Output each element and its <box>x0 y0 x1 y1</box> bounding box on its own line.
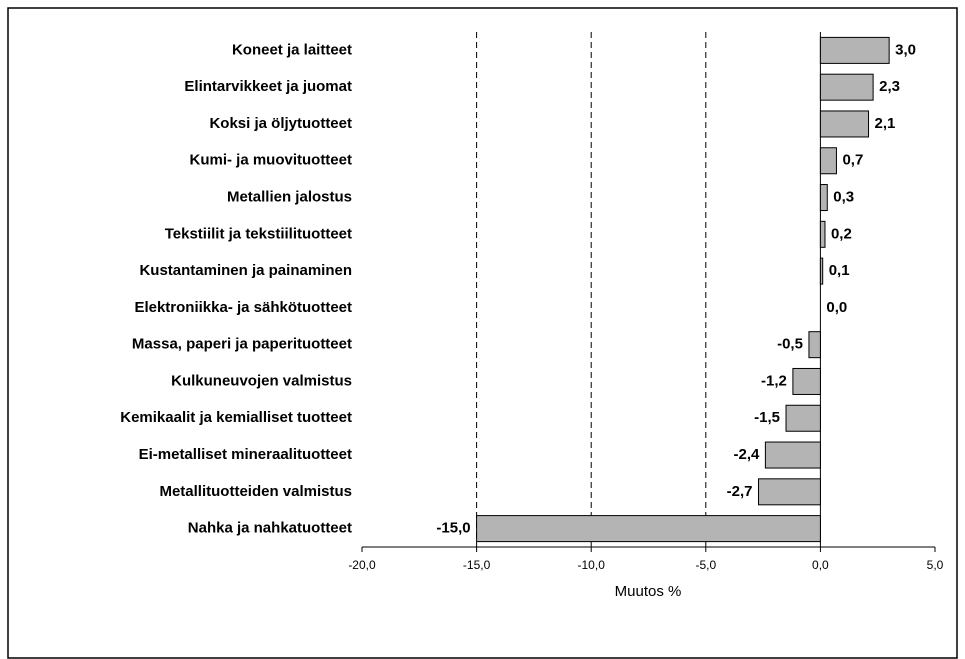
bar <box>819 257 824 285</box>
x-tick-label: 0,0 <box>812 558 829 572</box>
x-tick-label: -20,0 <box>348 558 376 572</box>
value-label: 0,1 <box>829 262 850 279</box>
bar <box>764 441 821 469</box>
x-tick-label: -5,0 <box>695 558 716 572</box>
bar <box>792 367 821 395</box>
category-label: Metallien jalostus <box>227 189 352 206</box>
bar <box>819 36 890 64</box>
category-label: Elintarvikkeet ja juomat <box>184 78 352 95</box>
x-tick-label: 5,0 <box>927 558 944 572</box>
bar <box>819 73 874 101</box>
category-label: Koksi ja öljytuotteet <box>209 115 352 132</box>
bar <box>819 184 828 212</box>
value-label: -15,0 <box>436 520 470 537</box>
category-label: Kulkuneuvojen valmistus <box>171 372 352 389</box>
bar <box>819 220 826 248</box>
x-tick-label: -15,0 <box>463 558 491 572</box>
bar <box>819 110 870 138</box>
category-label: Elektroniikka- ja sähkötuotteet <box>134 299 352 316</box>
bar <box>758 478 821 506</box>
category-label: Kemikaalit ja kemialliset tuotteet <box>120 409 352 426</box>
x-tick-label: -10,0 <box>578 558 606 572</box>
value-label: 3,0 <box>895 41 916 58</box>
category-label: Metallituotteiden valmistus <box>159 483 352 500</box>
category-label: Nahka ja nahkatuotteet <box>188 520 352 537</box>
value-label: 0,2 <box>831 225 852 242</box>
category-label: Kustantaminen ja painaminen <box>139 262 352 279</box>
bar <box>476 515 821 543</box>
value-label: 0,0 <box>826 299 847 316</box>
category-label: Massa, paperi ja paperituotteet <box>132 336 352 353</box>
bar <box>785 404 821 432</box>
value-label: -1,2 <box>761 372 787 389</box>
category-label: Ei-metalliset mineraalituotteet <box>139 446 352 463</box>
value-label: 2,3 <box>879 78 900 95</box>
category-label: Tekstiilit ja tekstiilituotteet <box>165 225 352 242</box>
value-label: -1,5 <box>754 409 780 426</box>
frame <box>7 7 958 659</box>
value-label: 0,7 <box>842 152 863 169</box>
x-axis-title: Muutos % <box>615 583 682 600</box>
value-label: 0,3 <box>833 189 854 206</box>
value-label: -0,5 <box>777 336 803 353</box>
category-label: Koneet ja laitteet <box>232 41 352 58</box>
value-label: -2,7 <box>727 483 753 500</box>
bar <box>808 331 821 359</box>
value-label: 2,1 <box>875 115 896 132</box>
bar <box>819 147 837 175</box>
category-label: Kumi- ja muovituotteet <box>189 152 352 169</box>
value-label: -2,4 <box>734 446 761 463</box>
